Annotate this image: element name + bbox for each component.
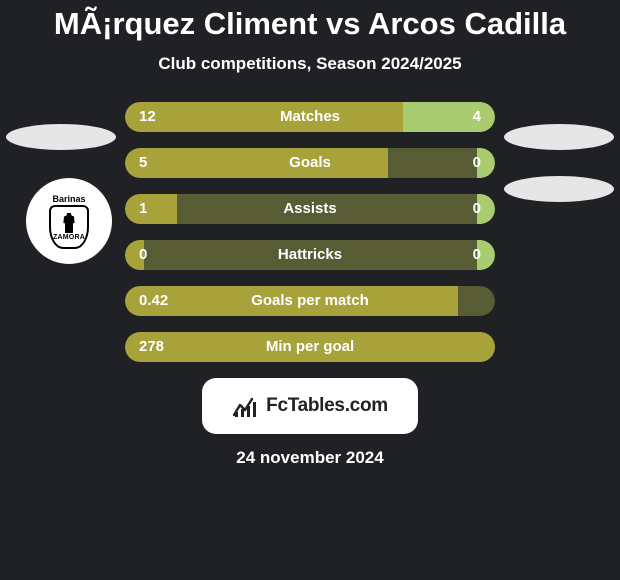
stat-metric-label: Goals per match [125, 286, 495, 316]
stat-metric-label: Matches [125, 102, 495, 132]
stat-row: 00Hattricks [125, 240, 495, 270]
left-club-badge: Barinas ZAMORA [26, 178, 112, 264]
stat-metric-label: Min per goal [125, 332, 495, 362]
stat-metric-label: Goals [125, 148, 495, 178]
stat-metric-label: Hattricks [125, 240, 495, 270]
stat-row: 124Matches [125, 102, 495, 132]
stat-row: 278Min per goal [125, 332, 495, 362]
stat-metric-label: Assists [125, 194, 495, 224]
fctables-logo-box: FcTables.com [202, 378, 418, 434]
badge-bottom-label: ZAMORA [53, 234, 85, 241]
stat-row: 50Goals [125, 148, 495, 178]
page-subtitle: Club competitions, Season 2024/2025 [0, 54, 620, 74]
badge-shield-icon: ZAMORA [49, 205, 89, 249]
page-title: MÃ¡rquez Climent vs Arcos Cadilla [0, 0, 620, 42]
right-player-oval-1 [504, 124, 614, 150]
page: MÃ¡rquez Climent vs Arcos Cadilla Club c… [0, 0, 620, 580]
badge-silhouette-icon [59, 213, 79, 233]
fctables-logo-icon [232, 393, 258, 419]
date-label: 24 november 2024 [0, 448, 620, 468]
badge-top-label: Barinas [52, 194, 85, 204]
right-player-oval-2 [504, 176, 614, 202]
stat-row: 0.42Goals per match [125, 286, 495, 316]
stat-row: 10Assists [125, 194, 495, 224]
left-player-oval-1 [6, 124, 116, 150]
fctables-logo-text: FcTables.com [266, 395, 388, 417]
